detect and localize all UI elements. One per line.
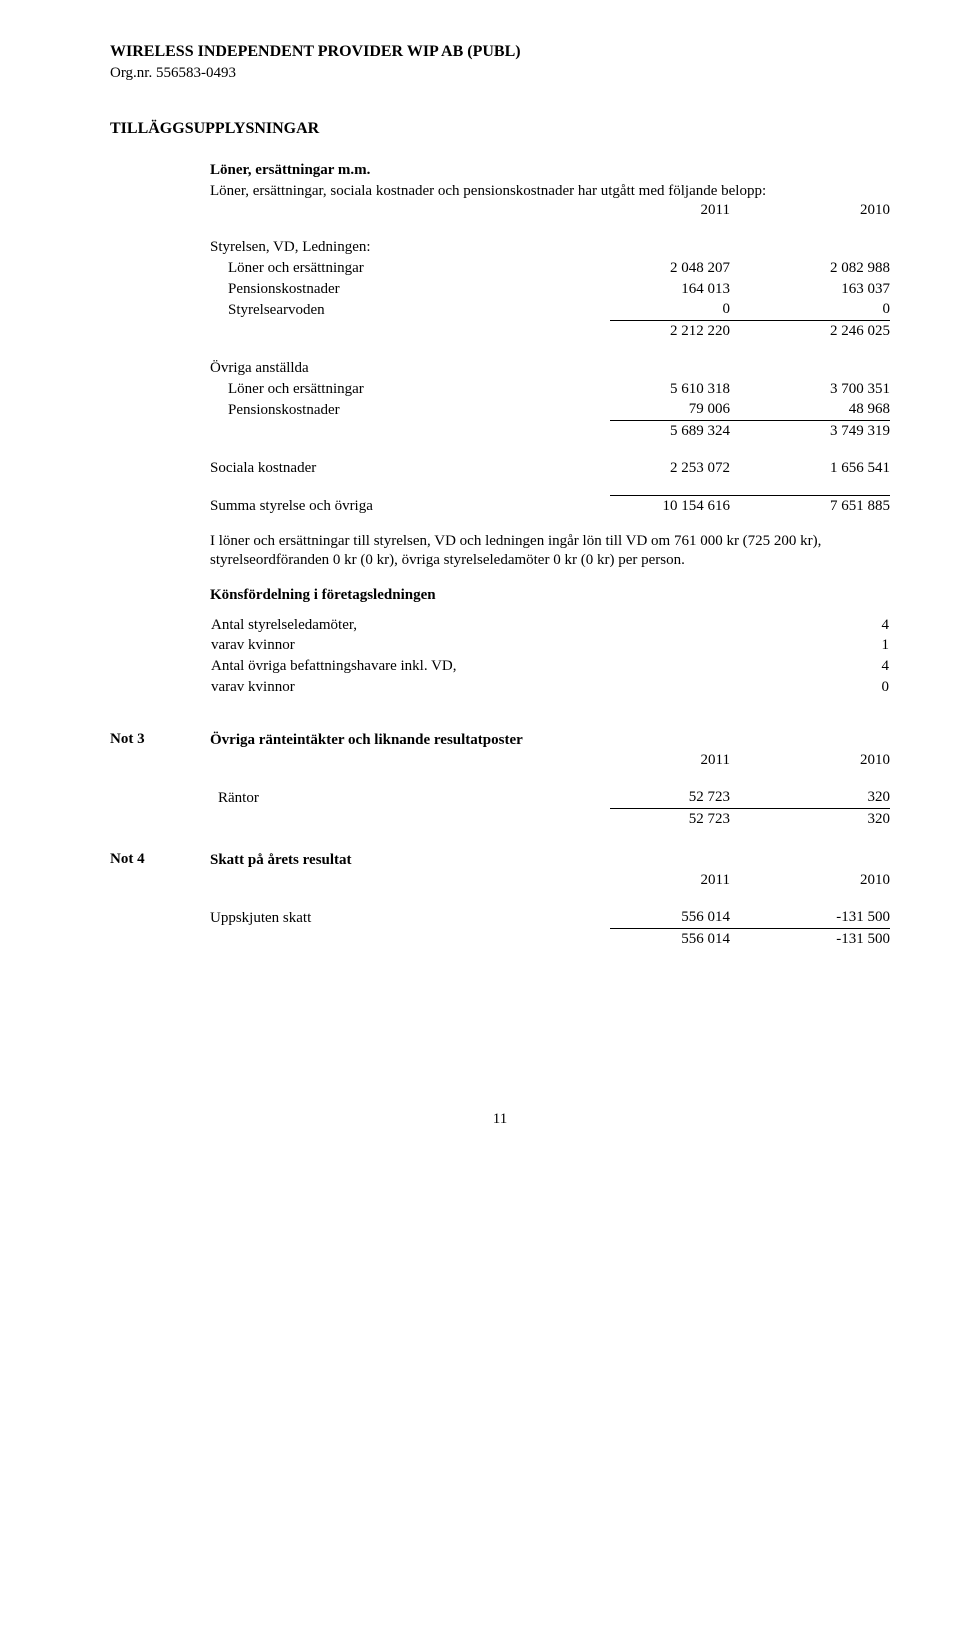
note3-sum-v1: 52 723 (610, 808, 730, 829)
salary-note-text: I löner och ersättningar till styrelsen,… (210, 532, 890, 570)
note4-sum-v2: -131 500 (730, 928, 890, 949)
year-col-2: 2010 (730, 200, 890, 221)
section-title: TILLÄGGSUPPLYSNINGAR (110, 119, 890, 139)
g2-r2-v1: 79 006 (610, 399, 730, 420)
gender-r1-v: 4 (808, 615, 890, 636)
salaries-intro: Löner, ersättningar, sociala kostnader o… (210, 182, 890, 201)
note4-r1-v2: -131 500 (730, 907, 890, 928)
g1-r2-v2: 163 037 (730, 279, 890, 300)
g1-r3-label: Styrelsearvoden (210, 299, 610, 320)
g1-r1-label: Löner och ersättningar (210, 258, 610, 279)
gender-r1-l: Antal styrelseledamöter, (210, 615, 808, 636)
g1-r3-v2: 0 (730, 299, 890, 320)
g1-sum-v2: 2 246 025 (730, 321, 890, 342)
social-v2: 1 656 541 (730, 458, 890, 479)
note4-block: Not 4 Skatt på årets resultat 2011 2010 … (110, 850, 890, 950)
note3-yr1: 2011 (610, 750, 730, 771)
note4-heading: Skatt på årets resultat (210, 850, 610, 871)
gender-r3-v: 4 (808, 656, 890, 677)
g2-r1-label: Löner och ersättningar (210, 379, 610, 400)
note4-r1-v1: 556 014 (610, 907, 730, 928)
note3-yr2: 2010 (730, 750, 890, 771)
g2-sum-v1: 5 689 324 (610, 421, 730, 442)
note3-r1-v1: 52 723 (610, 787, 730, 808)
note4-yr2: 2010 (730, 870, 890, 891)
group2-title: Övriga anställda (210, 358, 610, 379)
g1-sum-v1: 2 212 220 (610, 321, 730, 342)
note3-tag: Not 3 (110, 730, 210, 830)
grand-label: Summa styrelse och övriga (210, 495, 610, 516)
grand-v2: 7 651 885 (730, 495, 890, 516)
social-v1: 2 253 072 (610, 458, 730, 479)
g1-r1-v2: 2 082 988 (730, 258, 890, 279)
g2-r2-v2: 48 968 (730, 399, 890, 420)
g2-sum-v2: 3 749 319 (730, 421, 890, 442)
gender-heading: Könsfördelning i företagsledningen (210, 586, 890, 605)
note3-sum-v2: 320 (730, 808, 890, 829)
grand-v1: 10 154 616 (610, 495, 730, 516)
g2-r1-v2: 3 700 351 (730, 379, 890, 400)
group1-title: Styrelsen, VD, Ledningen: (210, 237, 610, 258)
note4-r1-l: Uppskjuten skatt (210, 907, 610, 928)
note4-tag: Not 4 (110, 850, 210, 950)
note3-block: Not 3 Övriga ränteintäkter och liknande … (110, 730, 890, 830)
org-number: Org.nr. 556583-0493 (110, 64, 890, 83)
note4-table: Skatt på årets resultat 2011 2010 Uppskj… (210, 850, 890, 950)
social-label: Sociala kostnader (210, 458, 610, 479)
g1-r2-label: Pensionskostnader (210, 279, 610, 300)
gender-r4-v: 0 (808, 677, 890, 698)
note3-heading: Övriga ränteintäkter och liknande result… (210, 730, 610, 751)
salaries-table: 2011 2010 Styrelsen, VD, Ledningen: Löne… (210, 200, 890, 516)
page-number: 11 (110, 1110, 890, 1129)
g2-r1-v1: 5 610 318 (610, 379, 730, 400)
gender-table: Antal styrelseledamöter, 4 varav kvinnor… (210, 615, 890, 698)
gender-r4-l: varav kvinnor (210, 677, 808, 698)
year-col-1: 2011 (610, 200, 730, 221)
gender-r3-l: Antal övriga befattningshavare inkl. VD, (210, 656, 808, 677)
gender-r2-l: varav kvinnor (210, 635, 808, 656)
note4-sum-v1: 556 014 (610, 928, 730, 949)
note3-table: Övriga ränteintäkter och liknande result… (210, 730, 890, 830)
note3-r1-l: Räntor (210, 787, 610, 808)
content-block: Löner, ersättningar m.m. Löner, ersättni… (210, 161, 890, 698)
g1-r1-v1: 2 048 207 (610, 258, 730, 279)
company-name: WIRELESS INDEPENDENT PROVIDER WIP AB (PU… (110, 42, 890, 62)
note4-yr1: 2011 (610, 870, 730, 891)
g1-r2-v1: 164 013 (610, 279, 730, 300)
salaries-heading: Löner, ersättningar m.m. (210, 161, 890, 180)
note3-r1-v2: 320 (730, 787, 890, 808)
gender-r2-v: 1 (808, 635, 890, 656)
g1-r3-v1: 0 (610, 299, 730, 320)
g2-r2-label: Pensionskostnader (210, 399, 610, 420)
